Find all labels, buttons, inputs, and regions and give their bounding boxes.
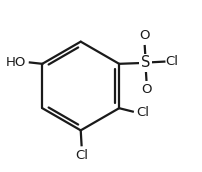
Text: S: S	[141, 55, 150, 71]
Text: O: O	[141, 83, 152, 96]
Text: O: O	[140, 29, 150, 42]
Text: Cl: Cl	[166, 55, 179, 68]
Text: HO: HO	[6, 56, 26, 69]
Text: Cl: Cl	[75, 149, 88, 162]
Text: Cl: Cl	[136, 106, 149, 119]
